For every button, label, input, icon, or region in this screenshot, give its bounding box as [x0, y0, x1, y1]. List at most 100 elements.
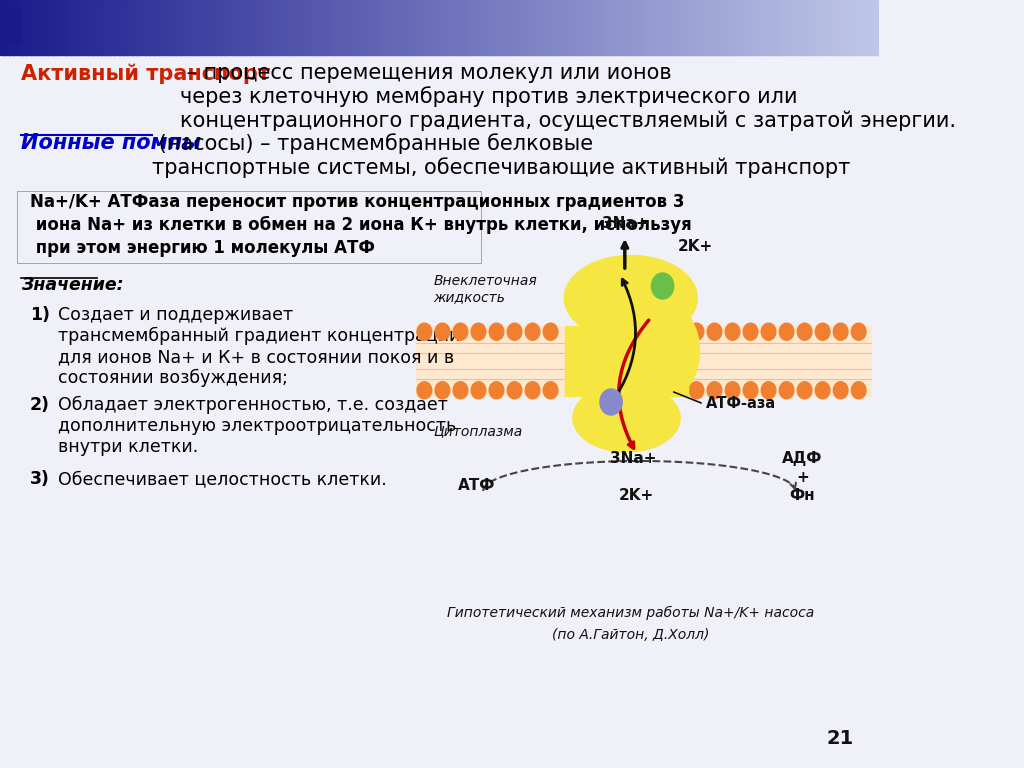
Bar	[642, 0, 647, 55]
Bar	[800, 0, 805, 55]
Bar	[527, 0, 532, 55]
Bar	[290, 0, 295, 55]
Circle shape	[651, 273, 674, 299]
Bar	[215, 0, 220, 55]
Bar	[391, 0, 396, 55]
Bar	[326, 0, 331, 55]
Circle shape	[725, 382, 740, 399]
Bar	[251, 0, 256, 55]
Bar	[48, 0, 53, 55]
Text: при этом энергию 1 молекулы АТФ: при этом энергию 1 молекулы АТФ	[30, 239, 375, 257]
Bar	[549, 0, 555, 55]
Bar	[132, 0, 137, 55]
Bar	[418, 0, 423, 55]
Bar	[282, 0, 287, 55]
Bar	[71, 0, 76, 55]
Bar	[426, 0, 431, 55]
Bar	[145, 0, 151, 55]
Bar	[307, 0, 313, 55]
Bar	[330, 0, 335, 55]
Bar	[66, 0, 71, 55]
Bar	[123, 0, 128, 55]
Text: Создает и поддерживает
трансмембранный градиент концентрации
для ионов Na+ и К+ : Создает и поддерживает трансмембранный г…	[58, 306, 461, 387]
Bar	[238, 0, 243, 55]
Bar	[242, 0, 247, 55]
Bar	[554, 0, 559, 55]
Circle shape	[507, 382, 522, 399]
Bar	[729, 0, 734, 55]
Bar	[673, 0, 678, 55]
Bar	[826, 0, 831, 55]
Text: Обеспечивает целостность клетки.: Обеспечивает целостность клетки.	[58, 470, 387, 488]
Bar	[27, 0, 32, 55]
Bar	[564, 326, 688, 396]
Circle shape	[851, 382, 866, 399]
Bar	[404, 0, 410, 55]
Bar	[92, 0, 97, 55]
Bar	[466, 0, 471, 55]
Bar	[453, 0, 458, 55]
Circle shape	[798, 382, 812, 399]
Ellipse shape	[572, 384, 680, 452]
Bar	[782, 0, 787, 55]
Circle shape	[453, 382, 468, 399]
Bar	[44, 0, 49, 55]
Circle shape	[725, 323, 740, 340]
Text: 2K+: 2K+	[620, 488, 654, 503]
Bar	[840, 0, 845, 55]
Circle shape	[507, 323, 522, 340]
Bar	[224, 0, 229, 55]
Bar	[629, 0, 634, 55]
Bar	[207, 0, 212, 55]
Circle shape	[600, 389, 623, 415]
Bar	[470, 0, 475, 55]
Bar	[202, 0, 208, 55]
Bar	[198, 0, 203, 55]
Bar	[334, 0, 339, 55]
Circle shape	[834, 382, 848, 399]
Bar	[514, 0, 519, 55]
Bar	[449, 0, 454, 55]
Text: 21: 21	[826, 729, 854, 748]
Text: (насосы) – трансмембранные белковые
транспортные системы, обеспечивающие активны: (насосы) – трансмембранные белковые тран…	[152, 133, 850, 178]
Bar	[493, 0, 498, 55]
Text: Активный транспорт: Активный транспорт	[22, 63, 270, 84]
Bar	[791, 0, 797, 55]
Text: Значение:: Значение:	[22, 276, 124, 294]
Text: 3): 3)	[30, 470, 50, 488]
Bar	[462, 0, 467, 55]
Circle shape	[417, 323, 432, 340]
Bar	[4, 7, 19, 42]
Bar	[865, 0, 871, 55]
Circle shape	[543, 323, 558, 340]
Bar	[347, 0, 352, 55]
Bar	[395, 0, 400, 55]
Bar	[338, 0, 344, 55]
Bar	[650, 0, 655, 55]
Text: АТФ: АТФ	[458, 478, 495, 493]
Bar	[295, 0, 300, 55]
Bar	[874, 0, 880, 55]
Bar	[659, 0, 665, 55]
Bar	[786, 0, 792, 55]
Bar	[167, 0, 172, 55]
Bar	[61, 0, 67, 55]
Bar	[387, 0, 392, 55]
Bar	[487, 0, 493, 55]
Bar	[356, 0, 361, 55]
Bar	[562, 0, 567, 55]
Bar	[321, 0, 326, 55]
Bar	[351, 0, 356, 55]
Bar	[664, 0, 669, 55]
Bar	[752, 0, 757, 55]
Circle shape	[798, 323, 812, 340]
Bar	[668, 0, 673, 55]
Bar	[105, 0, 111, 55]
Ellipse shape	[639, 306, 699, 396]
Bar	[518, 0, 523, 55]
Bar	[189, 0, 195, 55]
Bar	[698, 0, 703, 55]
Bar	[589, 0, 594, 55]
Circle shape	[815, 323, 830, 340]
Bar	[571, 0, 577, 55]
